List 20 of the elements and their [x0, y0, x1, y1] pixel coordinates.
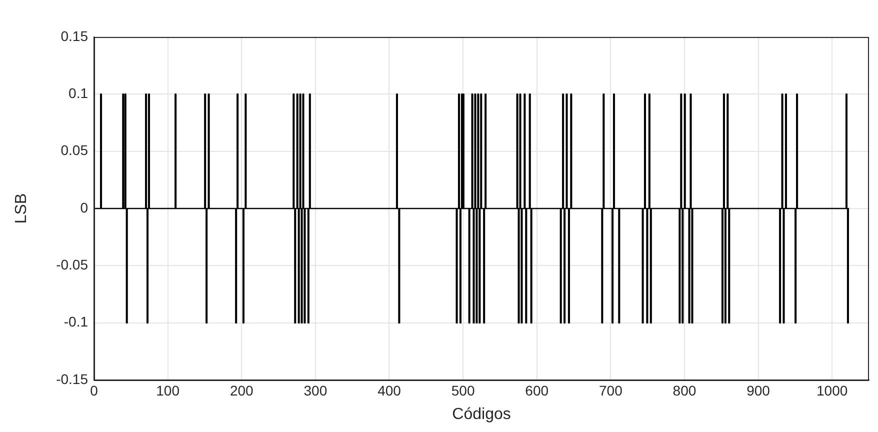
- x-tick-label: 0: [90, 382, 98, 398]
- x-tick-label: 600: [525, 382, 549, 398]
- x-tick-label: 300: [304, 382, 328, 398]
- x-tick-label: 900: [746, 382, 770, 398]
- y-tick-label: -0.15: [56, 370, 88, 387]
- y-tick-label: 0: [80, 199, 88, 216]
- x-axis-title: Códigos: [452, 406, 511, 423]
- x-tick-label: 200: [230, 382, 254, 398]
- x-tick-label: 800: [672, 382, 696, 398]
- x-tick-label: 700: [598, 382, 623, 398]
- y-tick-label: 0.05: [60, 142, 88, 158]
- y-tick-label: 0.1: [68, 85, 88, 102]
- x-tick-label: 400: [378, 382, 402, 398]
- y-tick-label: 0.15: [60, 28, 88, 44]
- y-axis-title: LSB: [13, 193, 30, 224]
- y-tick-label: -0.05: [56, 256, 88, 273]
- x-tick-label: 100: [156, 382, 180, 398]
- x-tick-label: 1000: [816, 382, 848, 398]
- y-tick-label: -0.1: [64, 314, 88, 330]
- x-tick-label: 500: [451, 382, 475, 398]
